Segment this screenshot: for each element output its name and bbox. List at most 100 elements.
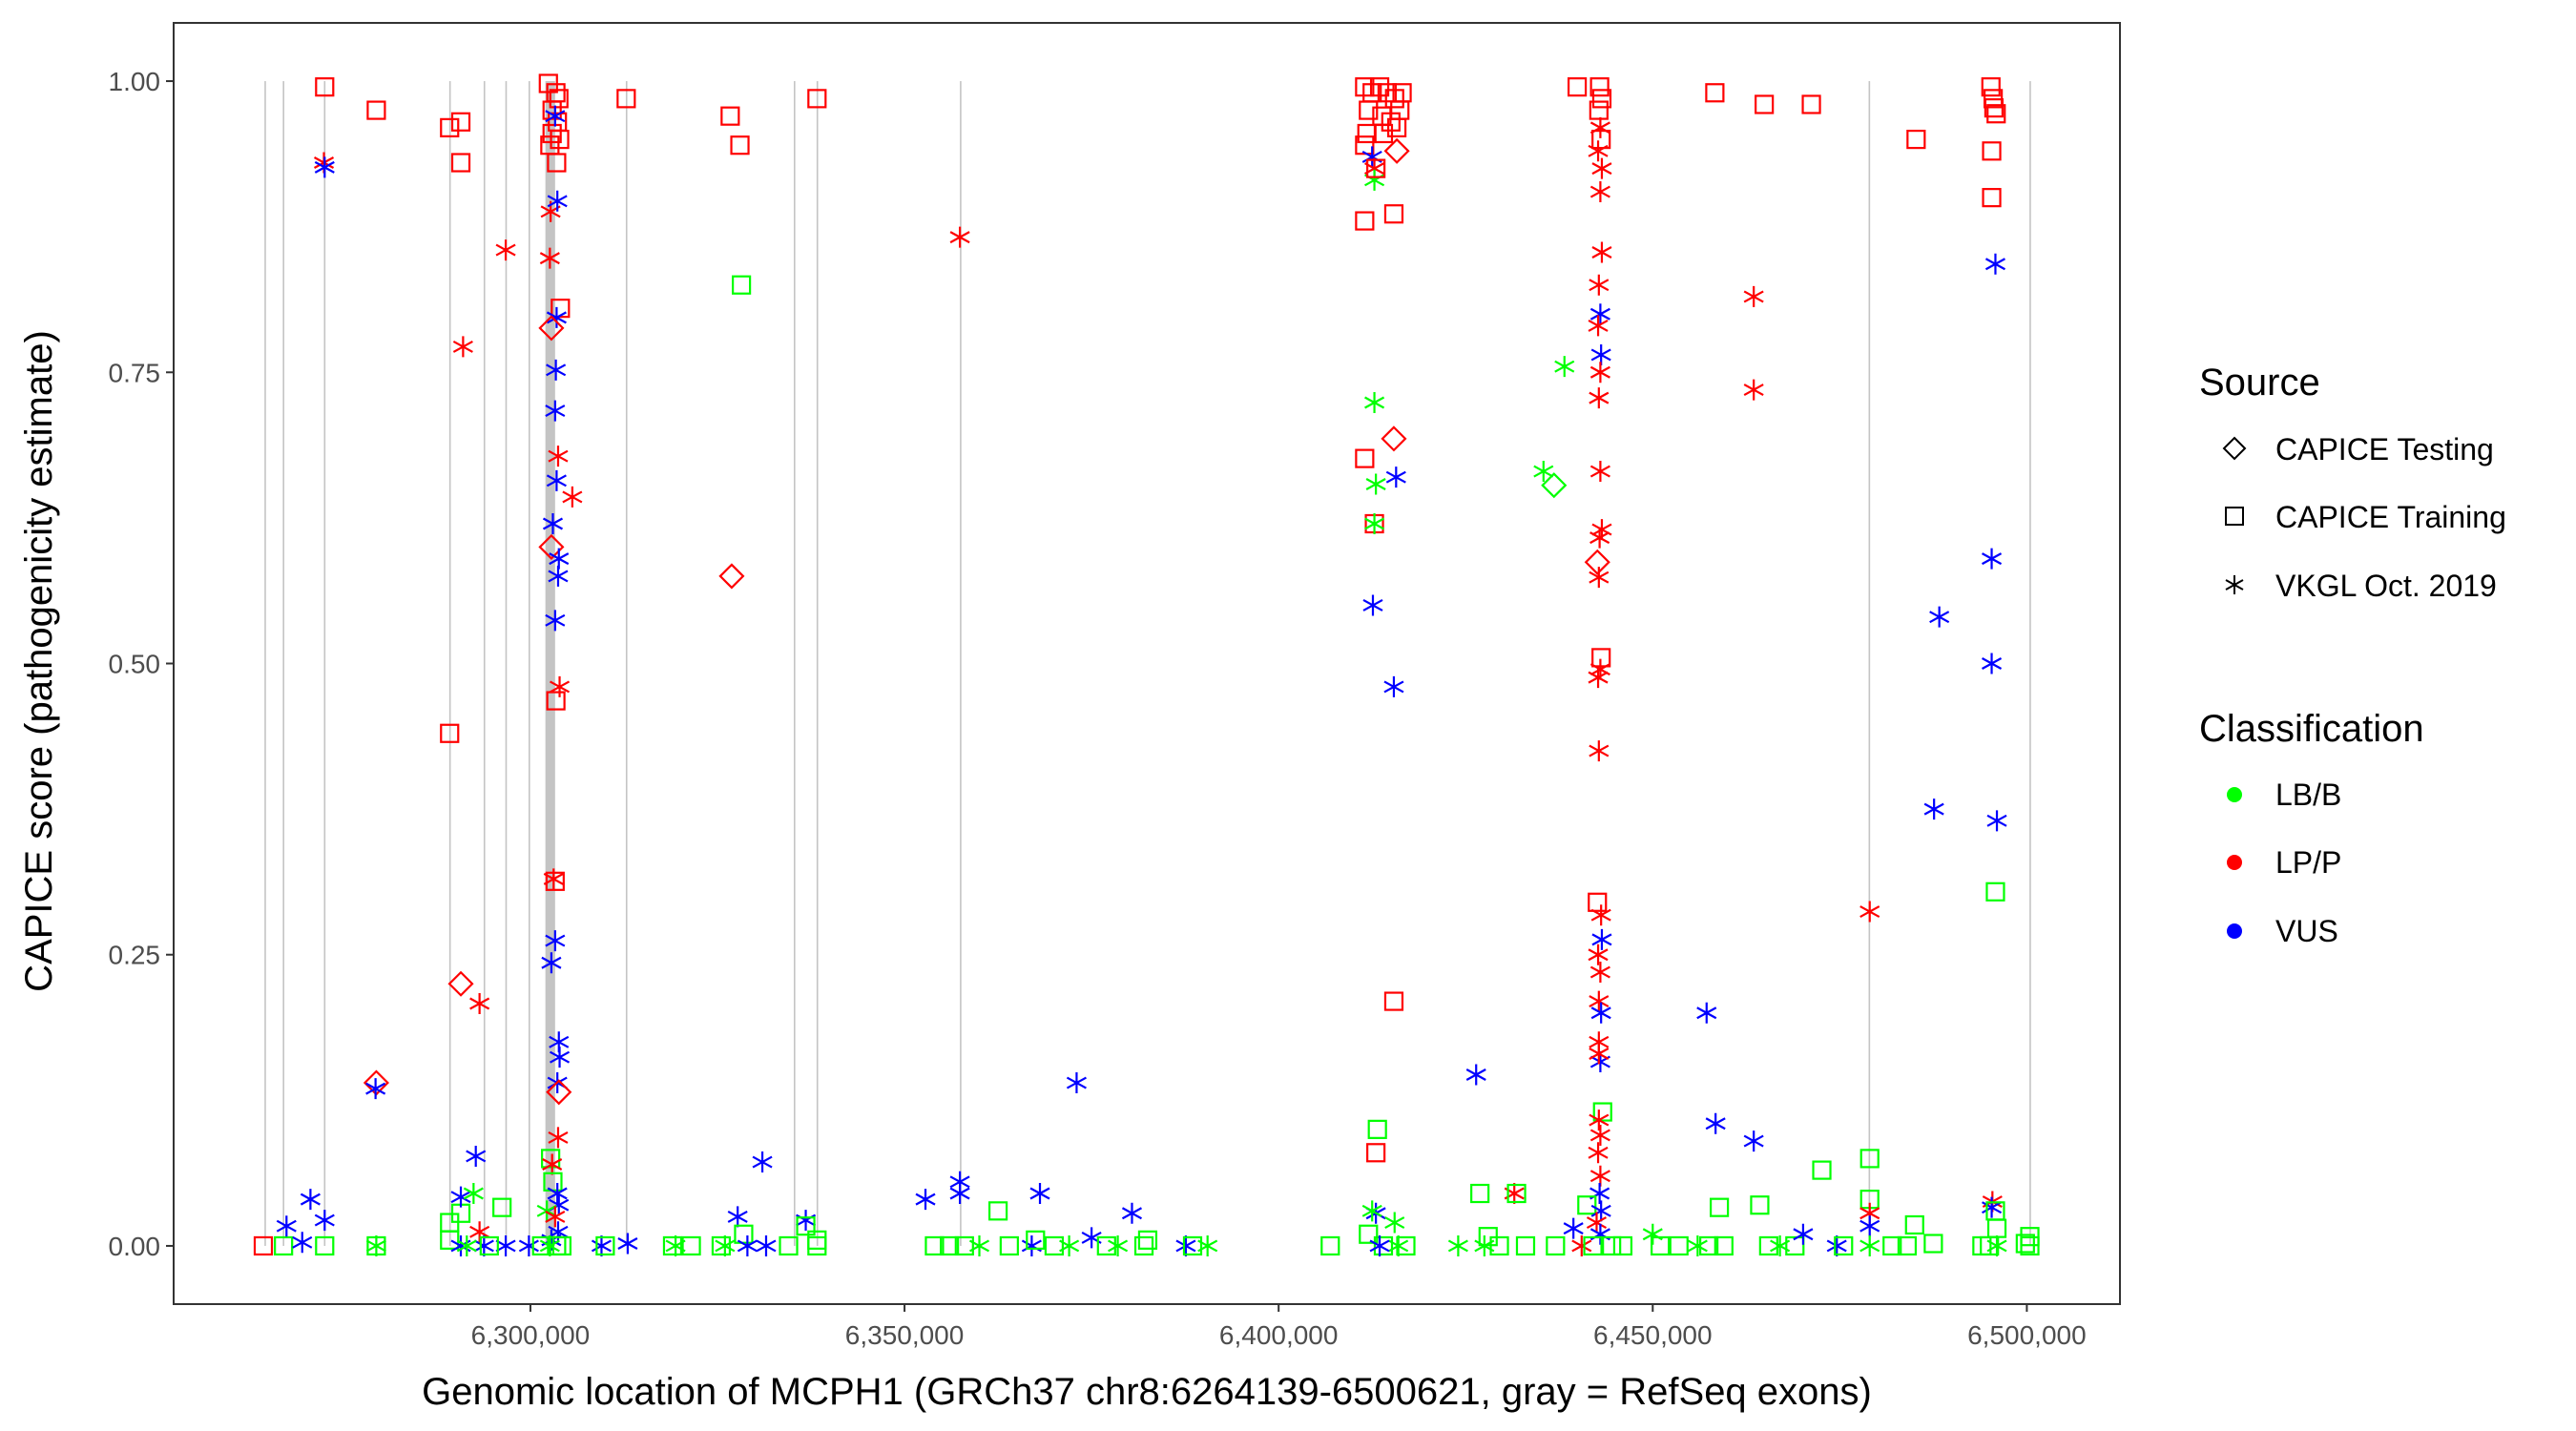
point-square (1972, 1235, 1992, 1256)
exon-line (625, 81, 628, 1246)
point-square (366, 1235, 386, 1256)
legend-title-source: Source (2199, 362, 2320, 404)
point-square (1859, 1149, 1880, 1169)
point-square (549, 89, 569, 109)
point-square (545, 871, 565, 891)
point-asterisk (1175, 1234, 1196, 1256)
point-square (1651, 1235, 1671, 1256)
point-square (550, 129, 570, 150)
point-diamond (718, 563, 745, 590)
plot-panel (174, 23, 2120, 1304)
point-square (954, 1235, 974, 1256)
y-tick-label: 0.75 (109, 358, 161, 387)
point-asterisk (1589, 567, 1610, 589)
point-square (1355, 77, 1375, 97)
exon-line (448, 81, 451, 1246)
point-asterisk (1589, 181, 1610, 203)
exon-line (323, 81, 326, 1246)
point-asterisk (1986, 810, 2007, 832)
point-square (662, 1235, 683, 1256)
point-asterisk (314, 1210, 335, 1232)
point-asterisk (541, 952, 562, 974)
point-square (730, 135, 750, 156)
point-asterisk (1589, 1110, 1610, 1131)
point-asterisk (949, 1183, 970, 1205)
point-asterisk (548, 1127, 569, 1149)
point-square (1506, 1183, 1527, 1204)
point-square (1383, 204, 1404, 224)
point-square (274, 1235, 294, 1256)
point-asterisk (1982, 1196, 2003, 1218)
point-diamond (447, 970, 474, 997)
point-asterisk (545, 1206, 566, 1228)
point-square (1882, 1235, 1902, 1256)
point-asterisk (536, 1200, 557, 1222)
point-diamond (1383, 137, 1410, 164)
point-square (720, 106, 740, 126)
point-asterisk (469, 993, 490, 1015)
legend-label: LP/P (2275, 845, 2341, 880)
point-square (1834, 1235, 1854, 1256)
point-asterisk (1121, 1202, 1143, 1224)
point-asterisk (1361, 1200, 1382, 1222)
legend-label: CAPICE Testing (2275, 432, 2494, 467)
point-asterisk (1385, 467, 1406, 488)
point-asterisk (469, 1221, 490, 1243)
point-square (999, 1235, 1019, 1256)
point-square (315, 1235, 335, 1256)
legend: Source CAPICE Testing CAPICE Training VK… (2199, 362, 2506, 948)
exon-line (545, 81, 555, 1246)
point-asterisk (539, 247, 560, 269)
point-square (1577, 1195, 1597, 1215)
point-asterisk (752, 1151, 773, 1173)
point-square (492, 1197, 512, 1217)
point-square (1377, 83, 1397, 103)
point-square (1602, 1235, 1622, 1256)
point-asterisk (452, 336, 473, 358)
asterisk-icon (2225, 575, 2244, 594)
point-asterisk (495, 239, 516, 261)
point-asterisk (1588, 1142, 1609, 1164)
point-square (940, 1235, 960, 1256)
point-asterisk (546, 469, 567, 491)
point-asterisk (1589, 362, 1610, 384)
point-square (1182, 1235, 1203, 1256)
point-asterisk (1982, 653, 2003, 674)
point-square (681, 1235, 701, 1256)
legend-item-capice-training: CAPICE Training (2225, 500, 2506, 534)
y-axis: 0.00 0.25 0.50 0.75 1.00 (109, 67, 174, 1261)
point-square (551, 299, 571, 319)
point-asterisk (548, 446, 569, 467)
point-square (1386, 117, 1407, 137)
x-axis: 6,300,000 6,350,000 6,400,000 6,450,000 6,50… (471, 1304, 2087, 1350)
legend-label: VKGL Oct. 2019 (2275, 569, 2497, 603)
point-asterisk (1687, 1234, 1708, 1256)
point-square (1906, 129, 1926, 150)
point-square (1591, 89, 1612, 109)
point-square (1669, 1235, 1689, 1256)
point-square (1137, 1230, 1158, 1250)
point-asterisk (545, 930, 566, 952)
point-square (366, 100, 386, 120)
lb-b-dot-icon (2227, 787, 2242, 802)
point-diamond (1381, 425, 1407, 452)
point-asterisk (292, 1232, 313, 1254)
point-asterisk (547, 1183, 568, 1205)
point-asterisk (1588, 315, 1609, 337)
point-asterisk (1588, 944, 1609, 965)
point-asterisk (518, 1234, 539, 1256)
point-asterisk (1365, 473, 1386, 495)
legend-item-vkgl (2225, 575, 2244, 594)
point-asterisk (1588, 667, 1609, 689)
point-square (1755, 94, 1775, 114)
data-points (253, 73, 2040, 1256)
point-asterisk (1590, 1200, 1611, 1222)
point-square (1750, 1195, 1770, 1215)
point-square (1383, 991, 1404, 1011)
point-square (1355, 211, 1375, 231)
point-asterisk (550, 675, 571, 697)
legend-title-classification: Classification (2199, 708, 2424, 750)
point-asterisk (1793, 1223, 1814, 1245)
lp-p-dot-icon (2227, 855, 2242, 870)
point-asterisk (546, 359, 567, 381)
